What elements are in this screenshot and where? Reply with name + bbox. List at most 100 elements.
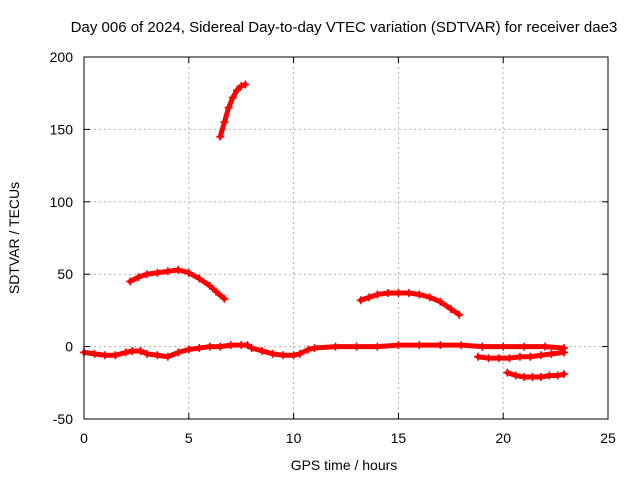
- data-point: [205, 342, 214, 351]
- data-point: [295, 349, 304, 358]
- data-point: [153, 351, 162, 360]
- data-point: [205, 281, 214, 290]
- y-tick-label: -50: [53, 411, 73, 427]
- data-point: [212, 287, 221, 296]
- y-tick-label: 50: [57, 266, 73, 282]
- data-point: [559, 348, 568, 357]
- data-point: [195, 274, 204, 283]
- tick-layer: [83, 56, 609, 420]
- tick-label-layer: 0 5 10 15 20 25 -50 0 50 100 150 200: [50, 49, 616, 446]
- y-tick-label: 0: [65, 339, 73, 355]
- data-point: [243, 341, 252, 350]
- data-point: [184, 268, 193, 277]
- data-point: [499, 342, 508, 351]
- data-point: [195, 344, 204, 353]
- data-point: [241, 80, 250, 89]
- data-point: [304, 345, 313, 354]
- data-point: [365, 293, 374, 302]
- data-point: [228, 93, 237, 102]
- data-point: [289, 351, 298, 360]
- data-point: [310, 344, 319, 353]
- data-point: [446, 304, 455, 313]
- data-point: [457, 341, 466, 350]
- data-point: [216, 132, 225, 141]
- data-point: [373, 342, 382, 351]
- data-point: [100, 351, 109, 360]
- data-point: [503, 368, 512, 377]
- data-point: [226, 341, 235, 350]
- data-point: [373, 290, 382, 299]
- data-point: [121, 348, 130, 357]
- data-series: [474, 348, 568, 363]
- data-point: [528, 373, 537, 382]
- data-point: [216, 342, 225, 351]
- data-point: [174, 348, 183, 357]
- data-series: [356, 289, 464, 319]
- data-point: [142, 349, 151, 358]
- data-point: [520, 342, 529, 351]
- data-point: [547, 349, 556, 358]
- data-point: [436, 341, 445, 350]
- data-point: [142, 270, 151, 279]
- data-point: [128, 346, 137, 355]
- x-tick-label: 15: [391, 430, 407, 446]
- data-series: [126, 265, 229, 303]
- y-tick-label: 150: [50, 121, 74, 137]
- data-point: [415, 290, 424, 299]
- data-point: [436, 297, 445, 306]
- data-point: [163, 352, 172, 361]
- data-point: [279, 351, 288, 360]
- x-tick-label: 10: [286, 430, 302, 446]
- data-point: [233, 86, 242, 95]
- y-axis-title: SDTVAR / TECUs: [6, 182, 22, 294]
- data-point: [536, 351, 545, 360]
- data-point: [111, 351, 120, 360]
- data-point: [505, 354, 514, 363]
- data-point: [352, 342, 361, 351]
- x-tick-label: 20: [495, 430, 511, 446]
- data-point: [394, 341, 403, 350]
- data-point: [134, 273, 143, 282]
- data-series: [503, 368, 568, 382]
- data-point: [404, 289, 413, 298]
- data-point: [415, 341, 424, 350]
- data-point: [220, 294, 229, 303]
- data-point: [163, 267, 172, 276]
- x-tick-label: 25: [600, 430, 616, 446]
- data-layer: [80, 80, 568, 382]
- y-tick-label: 200: [50, 49, 74, 65]
- data-point: [247, 344, 256, 353]
- data-point: [136, 346, 145, 355]
- data-point: [495, 354, 504, 363]
- data-point: [536, 373, 545, 382]
- data-point: [559, 370, 568, 379]
- data-point: [511, 371, 520, 380]
- data-point: [553, 371, 562, 380]
- plot-frame: [83, 56, 609, 420]
- data-point: [541, 342, 550, 351]
- data-point: [455, 310, 464, 319]
- y-tick-label: 100: [50, 194, 74, 210]
- data-point: [174, 265, 183, 274]
- series-trace: [358, 290, 462, 318]
- data-point: [224, 103, 233, 112]
- data-point: [331, 342, 340, 351]
- data-point: [356, 296, 365, 305]
- x-tick-label: 0: [80, 430, 88, 446]
- data-point: [237, 81, 246, 90]
- data-point: [526, 352, 535, 361]
- data-point: [478, 342, 487, 351]
- data-point: [220, 118, 229, 127]
- grid-layer: [84, 57, 608, 419]
- data-point: [126, 277, 135, 286]
- chart-title: Day 006 of 2024, Sidereal Day-to-day VTE…: [71, 19, 618, 36]
- data-point: [474, 352, 483, 361]
- data-point: [258, 346, 267, 355]
- data-point: [425, 293, 434, 302]
- series-trace: [217, 82, 248, 140]
- data-point: [484, 354, 493, 363]
- data-point: [520, 373, 529, 382]
- data-point: [394, 289, 403, 298]
